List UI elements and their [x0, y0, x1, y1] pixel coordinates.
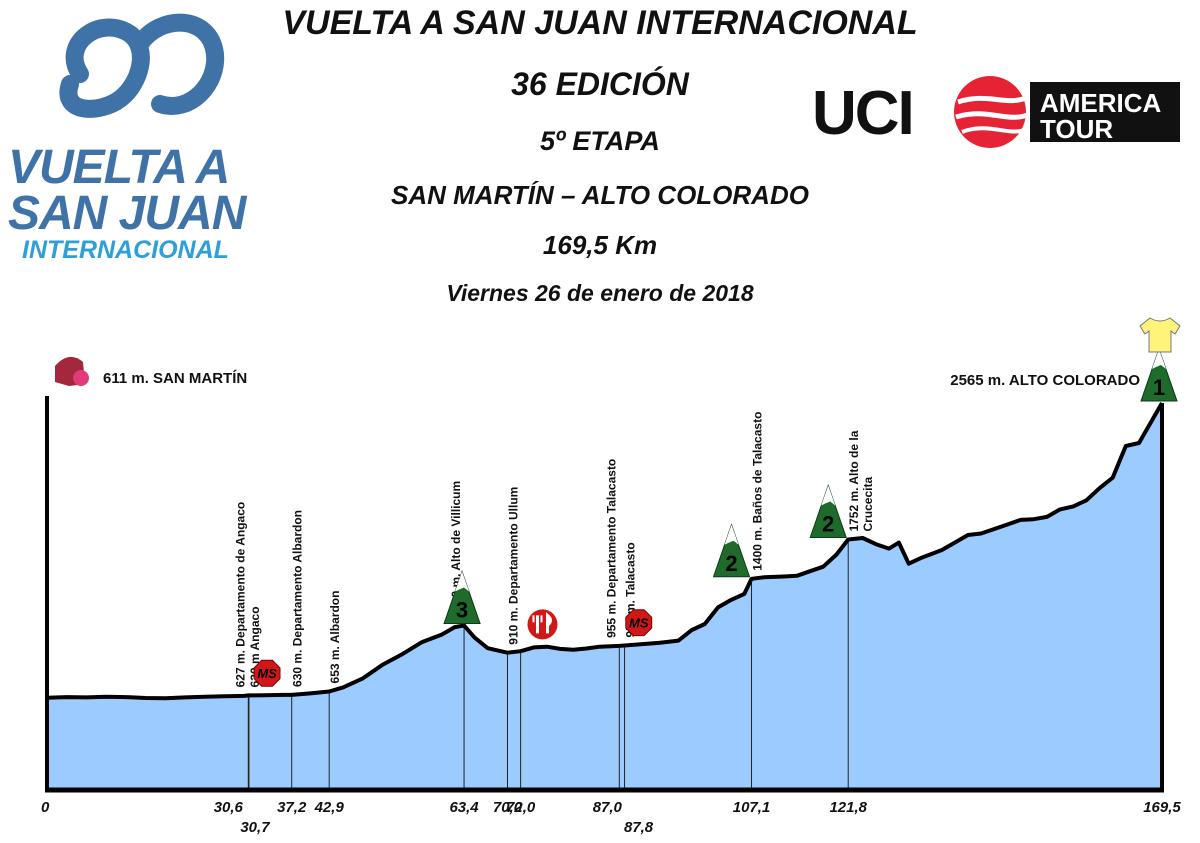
- sprint-icon-1: [625, 609, 653, 637]
- uci-ribbon-icon: [954, 76, 1032, 148]
- logo-text-vuelta: VUELTA A: [8, 141, 230, 194]
- x-tick-label-3: 37,2: [277, 799, 307, 816]
- finish-label: 2565 m. ALTO COLORADO: [950, 372, 1140, 389]
- marker-label-9: 1400 m. Baños de Talacasto: [751, 412, 765, 571]
- stage-label: 5º ETAPA: [540, 126, 660, 156]
- x-tick-label-6: 70,0: [493, 799, 523, 816]
- marker-label-3: 653 m. Albardon: [328, 591, 342, 684]
- x-tick-label-11: 121,8: [829, 799, 867, 816]
- svg-text:1: 1: [1153, 375, 1165, 400]
- logo-text-internacional: INTERNACIONAL: [22, 236, 229, 264]
- start-flag-icon: [55, 356, 89, 386]
- america-tour-box: [1030, 82, 1180, 142]
- x-tick-label-4: 42,9: [314, 799, 345, 816]
- distance-label: 169,5 Km: [542, 230, 658, 260]
- svg-text:2: 2: [725, 551, 737, 576]
- x-tick-label-9: 87,8: [624, 819, 654, 836]
- x-tick-label-1: 30,6: [214, 799, 244, 816]
- climb-category-3-icon: 3: [443, 570, 481, 625]
- sprint-label-0: MS: [257, 666, 277, 681]
- uci-logo-text: UCI: [812, 79, 915, 148]
- sprint-icon-0: [253, 659, 281, 687]
- edition-label: 36 EDICIÓN: [511, 66, 689, 102]
- x-tick-label-8: 87,0: [593, 799, 623, 816]
- marker-label-0: 627 m. Departamento de Angaco: [233, 502, 247, 688]
- vuelta-logo-swirl-1: [59, 18, 150, 118]
- x-tick-label-12: 169,5: [1143, 799, 1181, 816]
- marker-label-2: 630 m. Departamento Albardon: [291, 510, 305, 687]
- x-tick-label-2: 30,7: [240, 819, 270, 836]
- x-tick-label-0: 0: [41, 799, 50, 816]
- marker-label-10: 1752 m. Alto de la: [847, 430, 861, 531]
- sprint-label-1: MS: [629, 616, 649, 631]
- x-tick-label-10: 107,1: [733, 799, 771, 816]
- climb-category-2-icon: 2: [712, 523, 751, 578]
- route-label: SAN MARTÍN – ALTO COLORADO: [391, 180, 809, 210]
- america-tour-text-2: TOUR: [1040, 114, 1114, 144]
- svg-text:2: 2: [822, 512, 834, 537]
- x-tick-label-5: 63,4: [449, 799, 479, 816]
- fork-knife-icon: [527, 609, 558, 640]
- climb-category-1-icon: 1: [1140, 347, 1178, 402]
- vuelta-logo-mark: [59, 13, 225, 118]
- america-tour-text-1: AMERICA: [1040, 88, 1162, 118]
- marker-label-7: 955 m. Departamento Talacasto: [604, 459, 618, 638]
- marker-label-5: 910 m. Departamento Ullum: [506, 487, 520, 645]
- x-tick-label-7: 72,0: [506, 799, 536, 816]
- profile-line: [46, 402, 1164, 701]
- leader-jersey-icon: [1139, 317, 1181, 353]
- vuelta-logo-swirl-2: [131, 13, 225, 115]
- climb-category-2-icon: 2: [809, 484, 847, 539]
- race-title: VUELTA A SAN JUAN INTERNACIONAL: [282, 4, 918, 42]
- start-label: 611 m. SAN MARTÍN: [103, 370, 247, 387]
- marker-label-10-b: Crucecita: [861, 477, 875, 532]
- logo-text-san-juan: SAN JUAN: [8, 187, 246, 240]
- svg-text:3: 3: [456, 598, 468, 623]
- date-label: Viernes 26 de enero de 2018: [446, 280, 754, 306]
